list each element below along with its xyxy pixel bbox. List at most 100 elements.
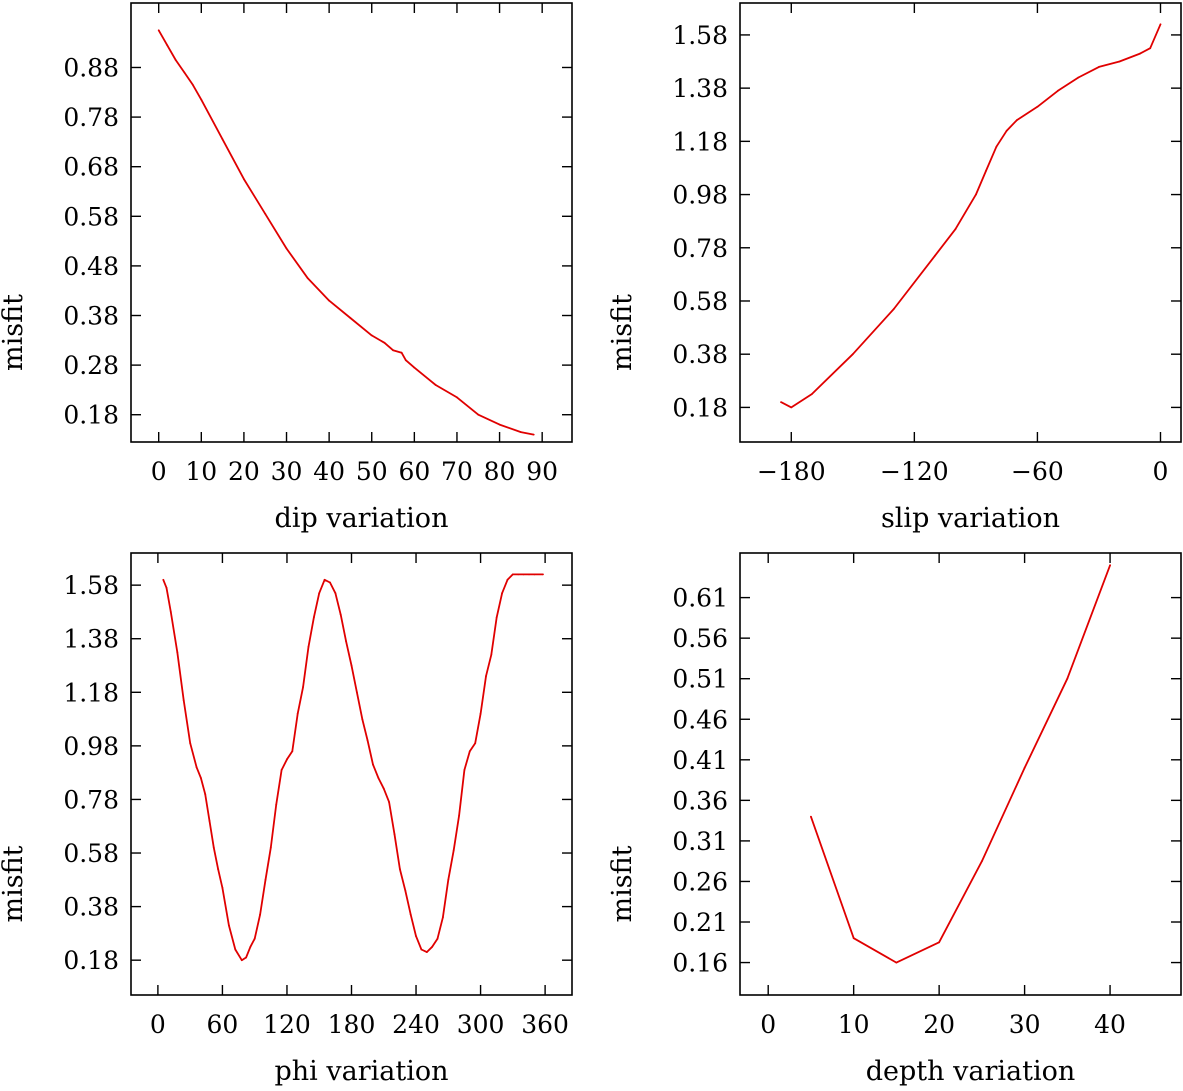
depth-y-tick-label: 0.21	[672, 908, 728, 937]
depth-misfit-line	[810, 564, 1111, 964]
phi-data-point	[442, 916, 444, 919]
phi-data-point	[189, 742, 192, 745]
depth-data-point	[981, 860, 983, 863]
phi-data-point	[182, 699, 185, 702]
depth-y-axis-title: misfit	[607, 845, 638, 922]
slip-data-point	[1159, 23, 1162, 26]
slip-data-point	[934, 254, 936, 257]
phi-x-axis-title: phi variation	[274, 1056, 448, 1086]
phi-plot-frame	[130, 552, 573, 996]
phi-data-point	[176, 651, 179, 653]
slip-data-point	[851, 353, 854, 356]
dip-data-point	[404, 359, 407, 362]
dip-data-point	[183, 71, 186, 74]
dip-x-tick-label: 40	[313, 457, 345, 486]
phi-y-tick-label: 0.38	[63, 893, 119, 922]
dip-data-point	[413, 366, 416, 369]
dip-x-tick-label: 70	[441, 457, 473, 486]
depth-y-tick-label: 0.36	[672, 786, 728, 815]
phi-data-point	[240, 959, 243, 962]
depth-plot-frame	[739, 552, 1182, 996]
slip-y-tick-label: 1.38	[672, 74, 728, 103]
dip-x-tick-label: 0	[151, 457, 167, 486]
depth-data-point	[895, 961, 898, 964]
phi-data-point	[382, 787, 385, 790]
phi-data-point	[275, 803, 278, 806]
dip-data-point	[200, 98, 203, 101]
phi-y-axis-title: misfit	[0, 845, 29, 922]
phi-data-point	[372, 763, 374, 766]
phi-x-tick-label: 0	[150, 1010, 166, 1039]
phi-data-point	[506, 578, 509, 581]
phi-data-point	[528, 573, 530, 576]
phi-data-point	[425, 951, 428, 953]
phi-data-point	[253, 937, 256, 940]
depth-y-tick-label: 0.61	[672, 584, 728, 613]
phi-data-point	[269, 846, 272, 849]
slip-x-tick-label: 0	[1153, 457, 1169, 486]
depth-y-tick-label: 0.41	[672, 746, 728, 775]
phi-data-point	[291, 750, 294, 753]
dip-data-point	[349, 317, 352, 319]
phi-data-point	[495, 616, 498, 619]
depth-y-tick-label: 0.51	[672, 665, 728, 694]
phi-x-tick-label: 240	[392, 1010, 440, 1039]
depth-x-tick-label: 10	[838, 1010, 870, 1039]
depth-data-point	[938, 941, 940, 944]
dip-data-point	[498, 423, 501, 426]
phi-data-point	[329, 581, 331, 584]
phi-data-point	[517, 573, 520, 576]
phi-data-point	[259, 913, 261, 916]
phi-panel: 0 60 120 180 240 300 360 0.18 0.38 0.58 0.78 0.98 1.…	[0, 552, 573, 1087]
phi-y-tick-label: 1.18	[63, 678, 119, 707]
dip-y-tick-label: 0.18	[63, 401, 119, 430]
phi-data-point	[350, 664, 353, 667]
phi-y-tick-label: 0.58	[63, 839, 119, 868]
slip-y-tick-label: 1.58	[672, 21, 728, 50]
slip-plot-frame	[739, 2, 1182, 443]
phi-x-tick-label: 60	[207, 1010, 239, 1039]
slip-data-point	[810, 393, 813, 395]
dip-data-point	[392, 349, 394, 352]
phi-data-point	[468, 750, 471, 753]
slip-data-point	[892, 308, 895, 310]
dip-x-tick-label: 10	[185, 457, 217, 486]
slip-x-tick-label: −180	[757, 457, 826, 486]
dip-data-point	[370, 334, 373, 337]
phi-data-point	[452, 849, 455, 852]
dip-data-point	[477, 413, 480, 416]
dip-data-point	[383, 341, 386, 344]
phi-data-point	[228, 924, 230, 927]
phi-data-point	[420, 948, 423, 951]
depth-data-point	[810, 815, 812, 818]
dip-x-tick-label: 90	[526, 457, 558, 486]
slip-data-point	[1098, 66, 1100, 68]
slip-y-tick-label: 0.18	[672, 393, 728, 422]
depth-x-axis-title: depth variation	[866, 1056, 1076, 1086]
phi-data-point	[399, 868, 401, 870]
slip-y-tick-label: 1.18	[672, 127, 728, 156]
phi-data-point	[200, 777, 202, 779]
phi-data-point	[334, 592, 337, 595]
phi-data-point	[377, 777, 380, 779]
dip-x-axis-title: dip variation	[275, 503, 449, 534]
slip-panel: −180 −120 −60 0 0.18 0.38 0.58 0.78 0.98 1.18 1.38…	[607, 2, 1182, 534]
dip-data-point	[532, 433, 535, 436]
phi-data-point	[393, 833, 396, 836]
slip-data-point	[790, 406, 793, 409]
phi-misfit-line	[162, 573, 543, 962]
slip-data-point	[995, 145, 998, 148]
slip-misfit-line	[780, 23, 1162, 409]
dip-x-tick-label: 60	[398, 457, 430, 486]
slip-data-point	[780, 401, 782, 403]
slip-y-tick-label: 0.98	[672, 181, 728, 210]
phi-data-point	[463, 769, 466, 771]
slip-y-tick-label: 0.78	[672, 234, 728, 263]
dip-y-tick-label: 0.58	[63, 202, 119, 231]
slip-data-point	[1016, 119, 1018, 121]
phi-data-point	[415, 935, 417, 937]
phi-data-point	[280, 769, 283, 771]
dip-panel: 0 10 20 30 40 50 60 70 80 90 0.18 0.28 0.38 0.48 0.58 0…	[0, 2, 573, 534]
depth-x-tick-label: 30	[1009, 1010, 1041, 1039]
